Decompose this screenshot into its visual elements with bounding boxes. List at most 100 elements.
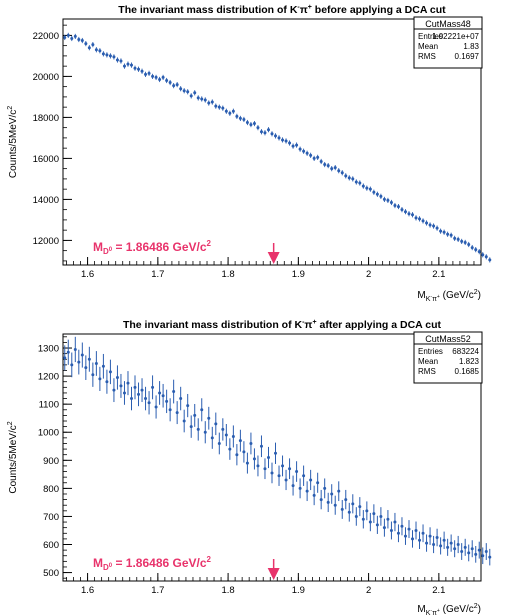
data-point bbox=[407, 527, 411, 531]
data-point bbox=[414, 216, 418, 220]
data-point bbox=[249, 441, 253, 445]
stats-row-value: 1.83 bbox=[463, 42, 479, 51]
y-axis-label-sup: 2 bbox=[7, 106, 14, 110]
data-point bbox=[259, 444, 263, 448]
data-point bbox=[154, 405, 158, 409]
data-point bbox=[129, 397, 133, 401]
x-axis-label-sub-pi: π bbox=[432, 610, 437, 615]
x-axis-label-sub-plus: + bbox=[437, 608, 440, 614]
data-point bbox=[470, 547, 474, 551]
data-point bbox=[333, 503, 337, 507]
data-point bbox=[172, 84, 176, 88]
data-point bbox=[288, 141, 292, 145]
data-point bbox=[439, 229, 443, 233]
data-point bbox=[210, 436, 214, 440]
data-point bbox=[456, 237, 460, 241]
data-point bbox=[270, 132, 274, 136]
d0-mass-label-sub-d: D bbox=[103, 247, 109, 256]
data-point bbox=[98, 49, 102, 53]
data-point bbox=[393, 520, 397, 524]
data-point bbox=[91, 43, 95, 47]
x-axis-label-unit: (GeV/c bbox=[440, 604, 474, 615]
data-point bbox=[305, 489, 309, 493]
data-point bbox=[403, 210, 407, 214]
y-tick-label: 1200 bbox=[38, 372, 59, 383]
data-point bbox=[151, 74, 155, 78]
data-point bbox=[84, 42, 88, 46]
data-point bbox=[270, 471, 274, 475]
data-point bbox=[224, 109, 228, 113]
data-point bbox=[446, 545, 450, 549]
data-point bbox=[351, 177, 355, 181]
data-point bbox=[108, 54, 112, 58]
data-point bbox=[112, 388, 116, 392]
data-point bbox=[330, 492, 334, 496]
x-axis-label-sub-k: K bbox=[426, 610, 431, 615]
data-point bbox=[428, 223, 432, 227]
data-point bbox=[460, 239, 464, 243]
data-point bbox=[252, 122, 256, 126]
data-point bbox=[231, 434, 235, 438]
data-point bbox=[379, 194, 383, 198]
data-point bbox=[277, 136, 281, 140]
x-axis-label-close: ) bbox=[478, 604, 481, 615]
data-point bbox=[375, 523, 379, 527]
y-tick-label: 12000 bbox=[33, 236, 59, 247]
data-point bbox=[305, 151, 309, 155]
data-point bbox=[340, 171, 344, 175]
stats-row-label: Entries bbox=[418, 347, 443, 356]
data-point bbox=[228, 447, 232, 451]
data-point bbox=[326, 500, 330, 504]
data-point bbox=[344, 174, 348, 178]
data-point bbox=[140, 69, 144, 73]
x-tick-label: 1.8 bbox=[221, 585, 234, 596]
data-point bbox=[203, 430, 207, 434]
d0-mass-arrow-head bbox=[267, 568, 280, 580]
y-tick-label: 18000 bbox=[33, 113, 59, 124]
chart-title-sup-plus: + bbox=[312, 319, 316, 326]
data-point bbox=[165, 79, 169, 82]
d0-mass-label-sub-d: D bbox=[103, 563, 109, 572]
data-point bbox=[137, 67, 141, 71]
data-point bbox=[330, 167, 334, 171]
panel-top: The invariant mass distribution of K-π+ … bbox=[7, 4, 492, 303]
data-point bbox=[484, 550, 488, 554]
data-point bbox=[319, 159, 323, 163]
stats-row-value: 0.1697 bbox=[455, 52, 480, 61]
data-point bbox=[238, 116, 242, 120]
data-point bbox=[446, 232, 450, 236]
data-point bbox=[105, 380, 109, 384]
data-point bbox=[105, 53, 109, 57]
stats-row-value: 683224 bbox=[452, 347, 479, 356]
d0-mass-label-m: M bbox=[93, 556, 103, 570]
data-point bbox=[193, 91, 197, 95]
data-point bbox=[400, 208, 404, 212]
data-point bbox=[214, 104, 218, 108]
data-point bbox=[231, 109, 235, 113]
x-tick-label: 1.6 bbox=[81, 585, 94, 596]
data-point bbox=[477, 548, 481, 552]
data-point bbox=[214, 422, 218, 426]
chart-title-suffix: after applying a DCA cut bbox=[317, 319, 442, 331]
y-tick-label: 20000 bbox=[33, 72, 59, 83]
data-point bbox=[175, 83, 179, 87]
data-point bbox=[133, 385, 137, 389]
chart-title-suffix: before applying a DCA cut bbox=[312, 4, 446, 16]
data-point bbox=[108, 370, 112, 374]
data-point bbox=[481, 554, 485, 558]
data-point bbox=[277, 474, 281, 478]
data-point bbox=[354, 180, 358, 184]
x-tick-label: 1.9 bbox=[292, 269, 305, 280]
x-axis-label: MK-π+ (GeV/c2) bbox=[417, 289, 481, 303]
chart-title-pi: π bbox=[300, 4, 308, 16]
x-tick-label: 2.1 bbox=[432, 585, 445, 596]
data-point bbox=[140, 388, 144, 392]
data-point bbox=[386, 517, 390, 521]
x-axis-label-sub-k: K bbox=[426, 296, 431, 303]
data-point bbox=[474, 248, 478, 252]
y-tick-label: 800 bbox=[43, 484, 59, 495]
data-point bbox=[333, 166, 337, 170]
data-point bbox=[186, 404, 190, 408]
data-point bbox=[168, 408, 172, 412]
data-point bbox=[463, 240, 467, 244]
